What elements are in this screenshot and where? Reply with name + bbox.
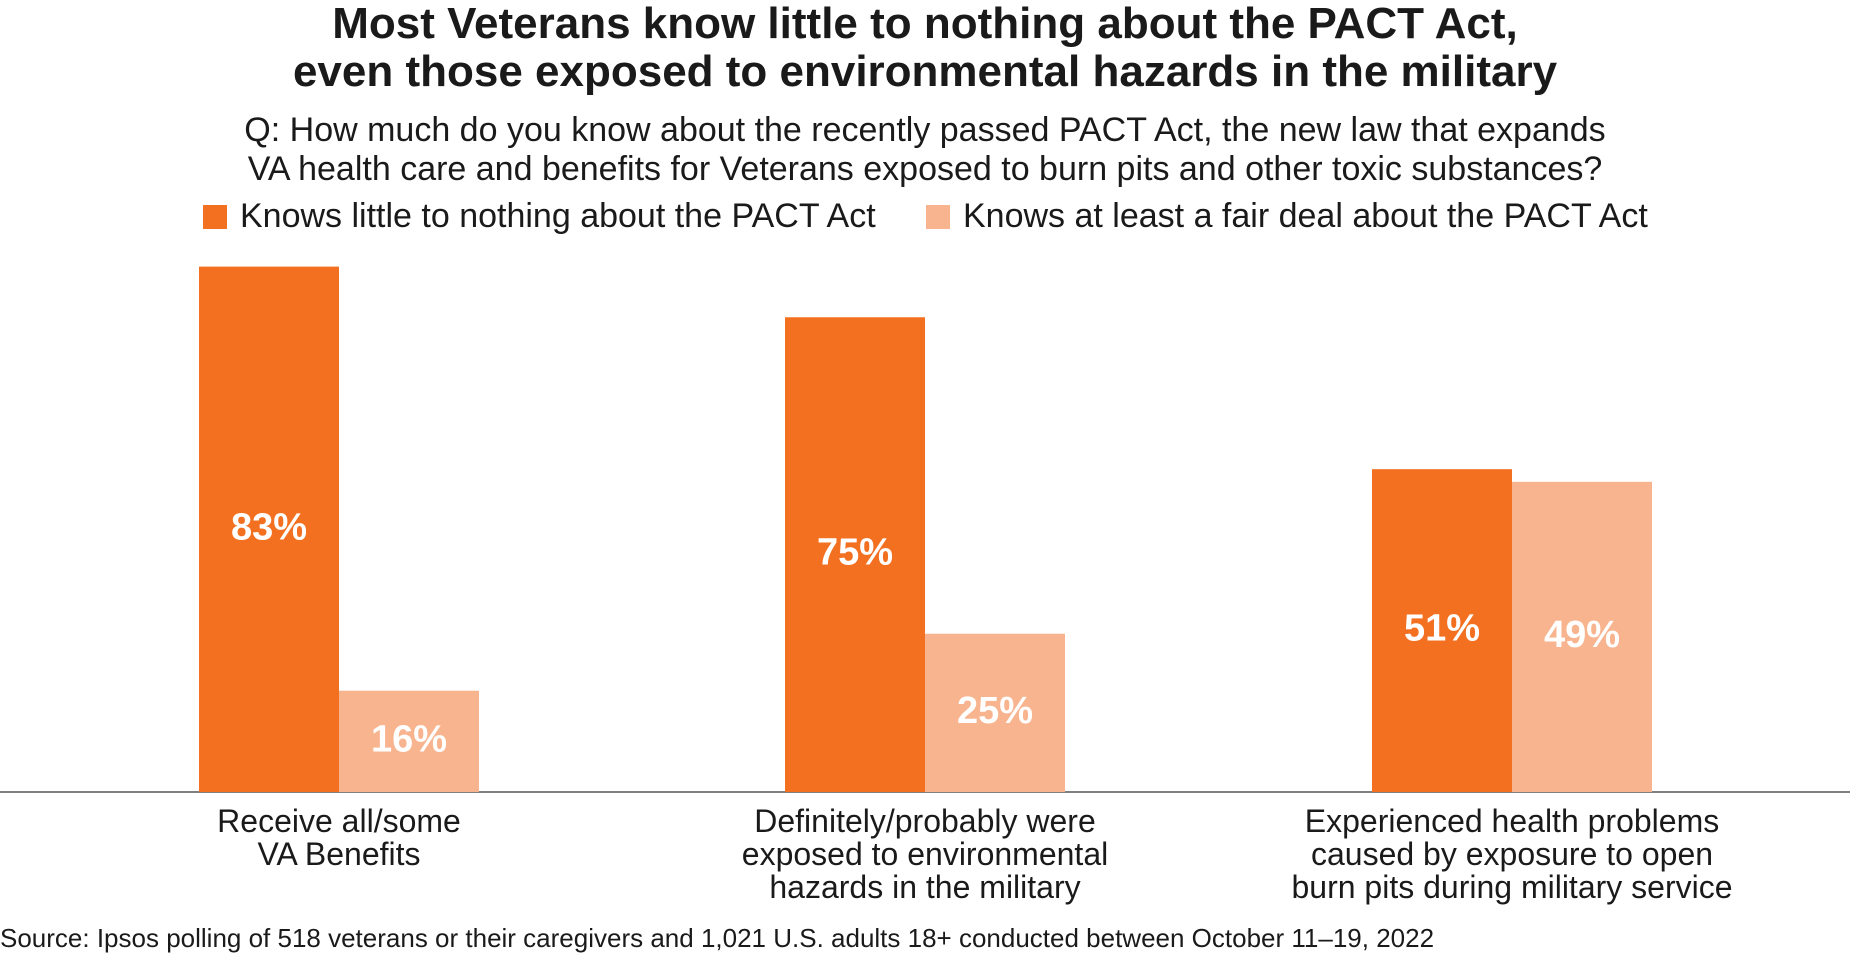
legend-swatch	[203, 205, 227, 229]
value-label: 51%	[1404, 608, 1480, 650]
legend-label: Knows little to nothing about the PACT A…	[240, 197, 876, 235]
value-label: 16%	[371, 718, 447, 760]
source-note: Source: Ipsos polling of 518 veterans or…	[0, 923, 1434, 953]
x-tick-label: Definitely/probably were exposed to envir…	[742, 803, 1108, 905]
legend-swatch	[926, 205, 950, 229]
chart-title: Most Veterans know little to nothing abo…	[293, 0, 1558, 96]
bar	[925, 633, 1065, 792]
value-label: 83%	[231, 506, 307, 548]
legend-label: Knows at least a fair deal about the PAC…	[963, 197, 1648, 235]
bar	[339, 690, 479, 792]
x-tick-label: Receive all/some VA Benefits	[217, 803, 461, 872]
chart-subtitle: Q: How much do you know about the recent…	[244, 111, 1605, 188]
bar	[1512, 481, 1652, 792]
x-tick-label: Experienced health problems caused by exp…	[1291, 803, 1732, 905]
value-label: 25%	[957, 690, 1033, 732]
bar	[199, 266, 339, 792]
bar	[785, 317, 925, 792]
value-label: 75%	[817, 532, 893, 574]
bar	[1372, 469, 1512, 792]
value-label: 49%	[1544, 614, 1620, 656]
